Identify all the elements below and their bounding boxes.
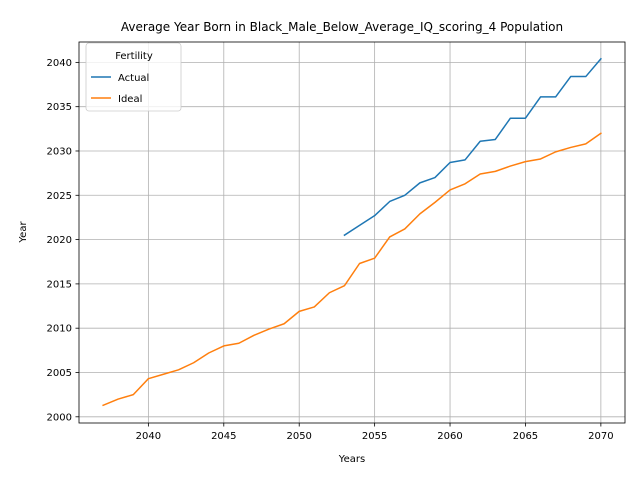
legend: Fertility Actual Ideal [85,42,182,112]
y-tick-label: 2005 [47,368,72,379]
legend-label-actual: Actual [118,73,149,84]
y-tick-label: 2020 [47,235,72,246]
y-axis-label: Year [18,221,29,244]
y-tick-label: 2030 [47,146,72,157]
x-tick-label: 2040 [136,431,161,442]
y-tick-label: 2010 [47,324,72,335]
x-tick-label: 2045 [211,431,236,442]
y-tick-label: 2035 [47,102,72,113]
chart-title: Average Year Born in Black_Male_Below_Av… [121,20,563,34]
y-tick-label: 2025 [47,191,72,202]
x-tick-label: 2060 [437,431,462,442]
series-lines [102,57,602,407]
legend-title: Fertility [115,51,153,62]
y-tick-label: 2015 [47,279,72,290]
x-axis-label: Years [338,454,365,465]
y-tick-label: 2000 [47,412,72,423]
series-line-actual [343,57,602,237]
x-tick-label: 2065 [513,431,538,442]
legend-label-ideal: Ideal [118,94,142,105]
plot-area-frame [78,41,626,424]
series-line-ideal [102,132,602,407]
x-tick-label: 2050 [286,431,311,442]
axis-ticks: 2040 2045 2050 2055 2060 2065 2070 2000 2005 2010… [47,58,614,442]
x-tick-label: 2070 [588,431,613,442]
y-tick-label: 2040 [47,58,72,69]
legend-box [85,42,182,112]
x-tick-label: 2055 [362,431,387,442]
